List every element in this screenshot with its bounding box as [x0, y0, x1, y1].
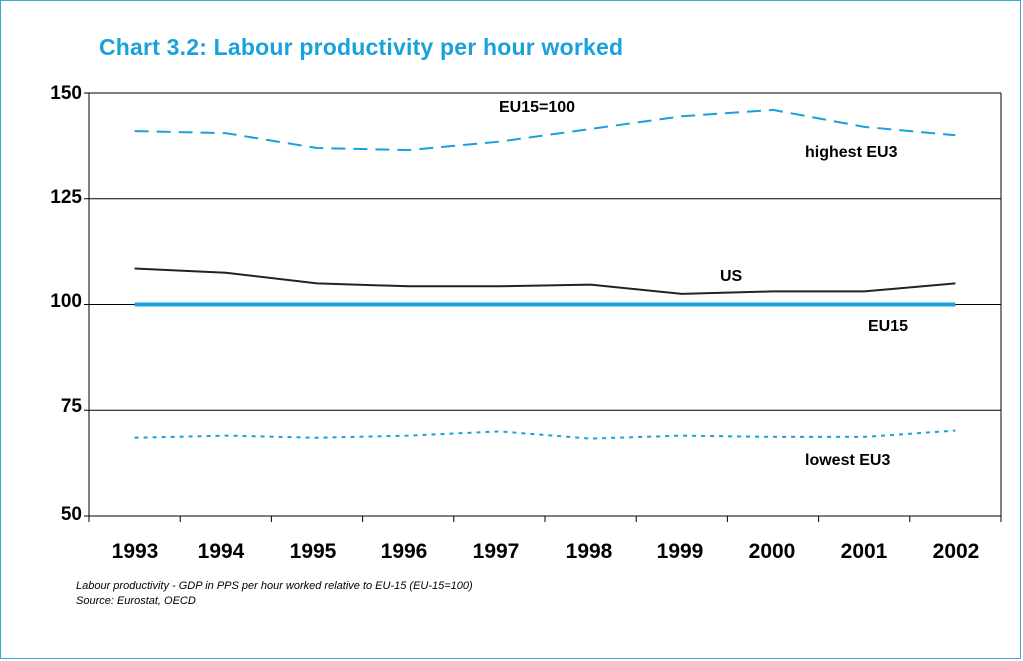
annotation-lowest-eu3: lowest EU3	[805, 452, 891, 469]
y-tick-label: 50	[60, 504, 82, 525]
series-line-lowest-eu3	[134, 429, 956, 440]
y-tick-label: 150	[50, 83, 82, 104]
annotation-eu15: EU15	[868, 318, 909, 335]
y-tick-label: 75	[60, 396, 82, 417]
y-tick-label: 125	[50, 187, 82, 208]
annotation-us: US	[720, 268, 743, 285]
y-tick-label: 100	[50, 291, 82, 312]
annotation-highest-eu3: highest EU3	[805, 144, 898, 161]
x-tick-label: 1997	[472, 540, 520, 563]
annotation-eu15-100: EU15=100	[499, 99, 576, 116]
x-tick-label: 2000	[748, 540, 796, 563]
x-tick-label: 2001	[840, 540, 888, 563]
x-tick-label: 1995	[289, 540, 337, 563]
chart-source: Source: Eurostat, OECD	[76, 595, 196, 607]
x-tick-label: 1999	[656, 540, 704, 563]
x-tick-label: 1998	[565, 540, 613, 563]
series-line-us	[134, 267, 956, 295]
x-tick-label: 1993	[111, 540, 159, 563]
x-tick-label: 1996	[380, 540, 428, 563]
series-line-highest-eu3	[134, 108, 956, 152]
x-tick-label: 2002	[932, 540, 980, 563]
x-tick-label: 1994	[197, 540, 245, 563]
chart-note: Labour productivity - GDP in PPS per hou…	[76, 580, 473, 592]
chart-title: Chart 3.2: Labour productivity per hour …	[99, 34, 624, 60]
